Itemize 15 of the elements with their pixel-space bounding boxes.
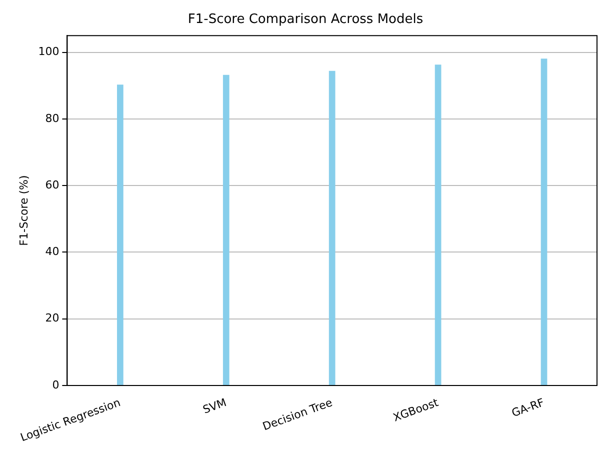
y-tick-label: 60: [45, 178, 60, 192]
y-tick-label: 80: [45, 112, 60, 125]
bar: [540, 58, 548, 386]
y-tick-label: 0: [52, 378, 60, 392]
bar: [222, 74, 230, 386]
x-tick-label: SVM: [201, 396, 228, 416]
chart-title: F1-Score Comparison Across Models: [188, 12, 424, 28]
bar: [328, 70, 336, 386]
y-tick-label: 40: [45, 245, 60, 258]
y-tick-label: 20: [45, 312, 60, 325]
y-axis-title: F1-Score (%): [17, 175, 30, 246]
bar: [434, 64, 442, 386]
bar: [116, 84, 124, 386]
x-tick-label: GA-RF: [510, 396, 546, 420]
y-tick-label: 100: [38, 45, 60, 58]
